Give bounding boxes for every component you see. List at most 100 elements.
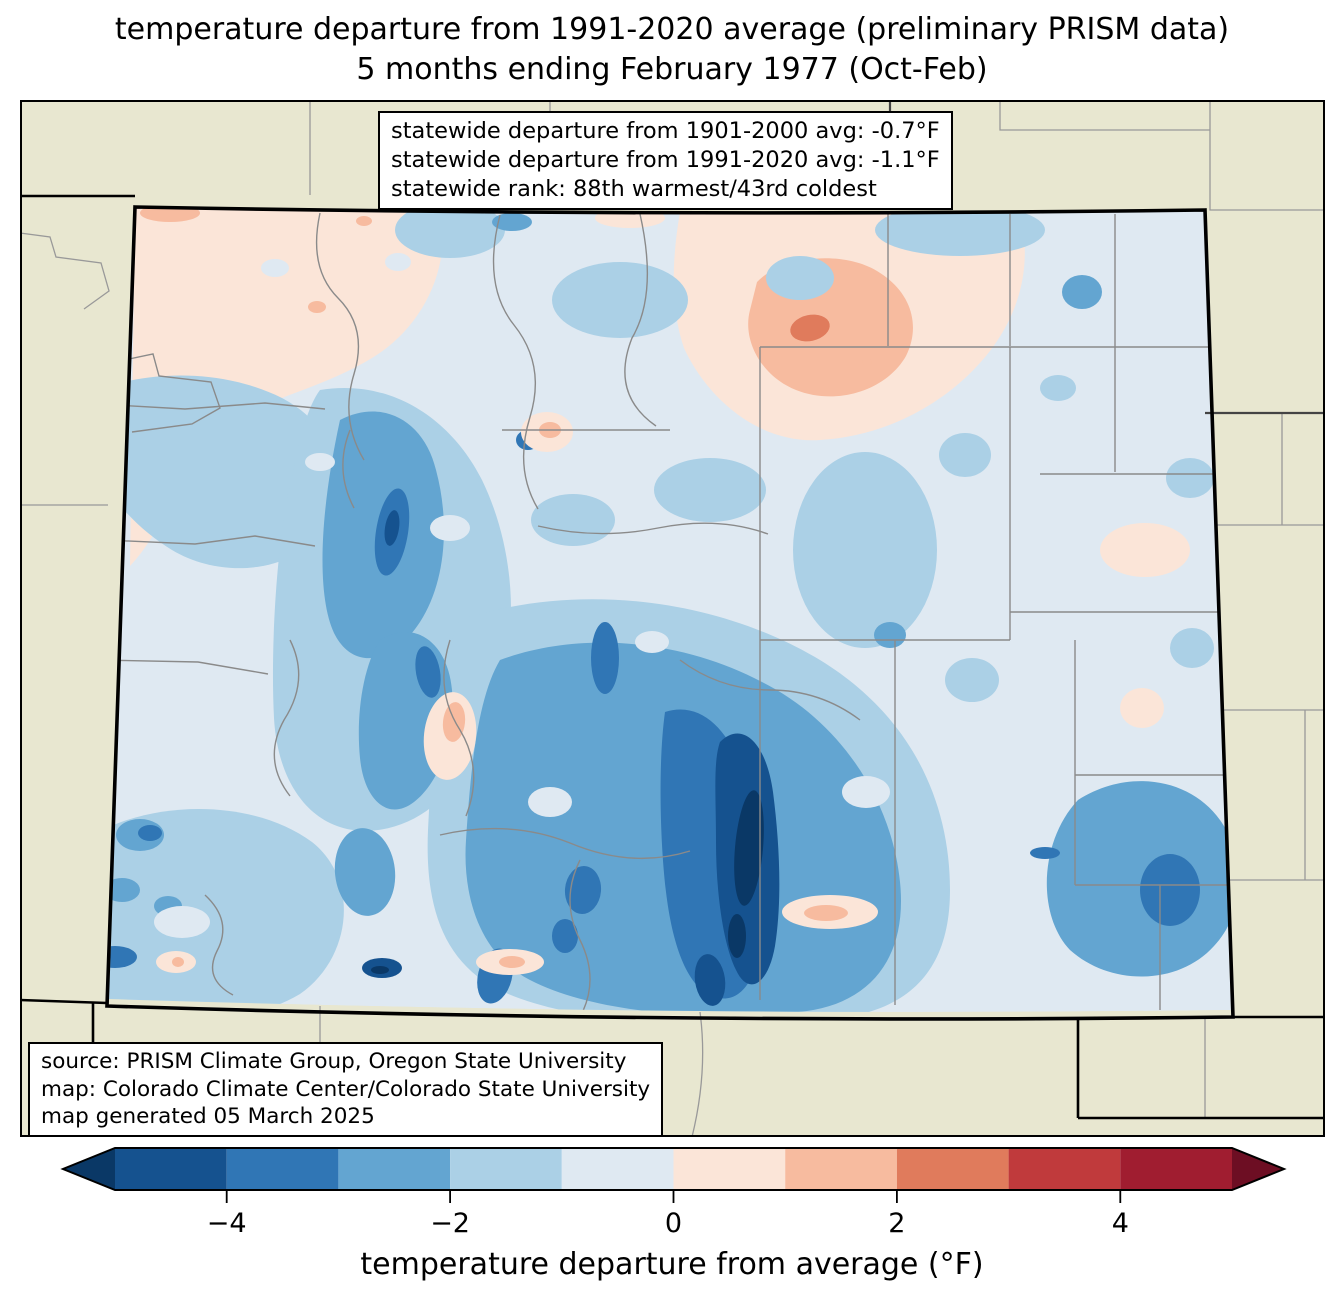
county-line (20, 232, 110, 310)
county-line (342, 429, 355, 509)
colorado-state-border (105, 205, 1235, 1021)
colorbar-segments (63, 1148, 1284, 1190)
colorbar-outline (60, 1147, 1287, 1191)
county-line (537, 522, 769, 535)
contour-blob (591, 622, 619, 694)
county-line (569, 859, 591, 1012)
contour-blob (334, 828, 396, 916)
county-line (1209, 100, 1325, 211)
contour-blob (415, 646, 441, 698)
contour-blob (1040, 375, 1076, 401)
colorbar-segment (450, 1148, 562, 1190)
colorbar: −4 −2 0 2 4 temperature departure from a… (60, 1147, 1287, 1282)
figure-title-line1: temperature departure from 1991-2020 ave… (114, 12, 1230, 47)
source-line-2: map: Colorado Climate Center/Colorado St… (41, 1076, 651, 1102)
statewide-stats-box: statewide departure from 1901-2000 avg: … (378, 111, 953, 211)
contour-blob (728, 914, 746, 958)
county-line (492, 214, 539, 510)
contour-blob (694, 954, 726, 1006)
colorbar-segment (561, 1148, 674, 1190)
contour-blob (499, 956, 525, 968)
contour-blob (766, 256, 834, 300)
contour-blob (1140, 854, 1200, 926)
contour-blob (430, 515, 470, 541)
source-line-1: source: PRISM Climate Group, Oregon Stat… (41, 1049, 627, 1074)
county-boundaries (109, 212, 1231, 1012)
contour-blob (842, 776, 890, 808)
contour-blob (172, 957, 184, 967)
stats-line-2: statewide departure from 1991-2020 avg: … (391, 147, 940, 174)
colorbar-tick-label: 0 (665, 1208, 682, 1239)
contour-blob (875, 208, 1045, 256)
plot-frame (20, 100, 1325, 1137)
county-line (624, 213, 657, 427)
county-line (691, 1011, 704, 1137)
contour-blob (1030, 847, 1060, 859)
contour-blob (552, 262, 688, 338)
colorbar-segment (673, 1148, 786, 1190)
county-line (273, 639, 300, 797)
figure-title-line2: 5 months ending February 1977 (Oct-Feb) (356, 52, 988, 87)
contour-blob (1170, 628, 1214, 668)
county-line (999, 100, 1210, 131)
contour-blob (154, 906, 210, 938)
county-line (109, 535, 316, 547)
contour-blob (1166, 458, 1214, 498)
colorbar-under-arrow (63, 1148, 115, 1190)
county-line (109, 659, 269, 675)
contour-blob (790, 314, 830, 342)
contour-blob (305, 453, 335, 471)
contour-blob (564, 866, 602, 914)
colorbar-segment (338, 1148, 451, 1190)
contour-blob (130, 208, 443, 566)
colorbar-segment (1008, 1148, 1121, 1190)
contour-fill-layer (109, 208, 1231, 1012)
stats-line-1: statewide departure from 1901-2000 avg: … (391, 118, 940, 144)
colorbar-tick-label: 4 (1112, 1208, 1129, 1239)
contour-blob (442, 702, 466, 742)
contour-blob (1120, 688, 1164, 728)
contour-blob (874, 622, 906, 648)
contour-blob (138, 825, 162, 841)
colorbar-segment (226, 1148, 339, 1190)
colorado-temperature-map (20, 100, 1325, 1137)
colorbar-axis-label: temperature departure from average (°F) (360, 1247, 983, 1282)
contour-blob (654, 458, 766, 522)
county-line (204, 894, 234, 996)
contour-blob (385, 253, 411, 271)
contour-blob (384, 510, 400, 546)
stats-line-3: statewide rank: 88th warmest/43rd coldes… (391, 176, 877, 203)
county-line (114, 402, 326, 410)
colorbar-segment (785, 1148, 897, 1190)
colorbar-ticks (225, 1190, 1122, 1203)
contour-blob (492, 213, 532, 231)
county-line (679, 659, 861, 721)
county-line (439, 827, 691, 860)
contour-blob (804, 905, 848, 921)
county-line (443, 639, 475, 817)
contour-blob (371, 966, 389, 974)
colorbar-tick-labels: −4 −2 0 2 4 (207, 1208, 1129, 1239)
county-line (315, 212, 365, 461)
contour-blob (1062, 275, 1102, 309)
contour-blob (734, 790, 764, 906)
source-credit-box: source: PRISM Climate Group, Oregon Stat… (28, 1042, 664, 1138)
county-line (114, 353, 221, 433)
colorbar-tick-label: −2 (430, 1208, 470, 1239)
contour-blob (939, 433, 991, 477)
contour-blob (531, 494, 615, 546)
contour-blob (109, 946, 137, 968)
contour-blob (308, 301, 326, 313)
contour-blob (1100, 523, 1190, 577)
contour-blob (356, 216, 372, 226)
colorbar-tick-label: 2 (888, 1208, 905, 1239)
contour-blob (109, 375, 339, 569)
colorbar-segment (896, 1148, 1009, 1190)
contour-blob (528, 787, 572, 817)
contour-blob (793, 452, 937, 648)
contour-blob (395, 208, 505, 258)
outside-county-lines (20, 100, 1325, 1137)
contour-blob (552, 919, 578, 953)
colorbar-over-arrow (1232, 1148, 1284, 1190)
